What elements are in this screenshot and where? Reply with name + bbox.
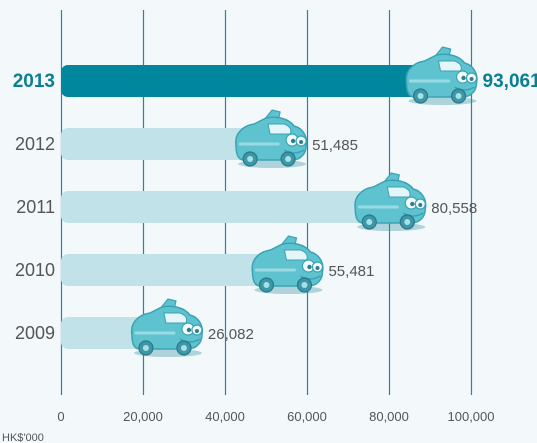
value-label-2011: 80,558 bbox=[431, 200, 477, 217]
car-icon bbox=[130, 298, 204, 357]
category-label-2009: 2009 bbox=[15, 323, 55, 343]
category-label-2011: 2011 bbox=[16, 197, 55, 217]
x-tick-label-80-000: 80,000 bbox=[369, 409, 409, 424]
x-tick-label-100-000: 100,000 bbox=[448, 409, 495, 424]
x-axis-ticks: 0 20,000 40,000 60,000 80,000 100,000 bbox=[57, 409, 494, 424]
car-icon bbox=[354, 172, 427, 231]
bar-2012 bbox=[61, 128, 273, 160]
x-tick-label-0: 0 bbox=[57, 409, 64, 424]
category-label-2013: 2013 bbox=[13, 71, 55, 92]
value-label-2012: 51,485 bbox=[312, 137, 358, 154]
x-tick-label-60-000: 60,000 bbox=[287, 409, 327, 424]
value-label-2013: 93,061 bbox=[483, 71, 537, 92]
bars: 2013 93,061 2012 51,485 2011 80,558 2010 55,481… bbox=[13, 46, 537, 357]
car-icon bbox=[251, 235, 324, 294]
category-label-2012: 2012 bbox=[15, 134, 55, 154]
bar-2011 bbox=[61, 191, 392, 223]
x-tick-label-40-000: 40,000 bbox=[205, 409, 245, 424]
category-label-2010: 2010 bbox=[15, 260, 55, 280]
bar-2010 bbox=[61, 254, 289, 286]
value-label-2010: 55,481 bbox=[328, 263, 374, 280]
value-label-2009: 26,082 bbox=[208, 326, 254, 343]
car-icon bbox=[405, 46, 478, 105]
bar-2013 bbox=[61, 65, 443, 97]
x-axis-unit-label: HK$'000 bbox=[2, 432, 44, 443]
x-tick-label-20-000: 20,000 bbox=[123, 409, 163, 424]
car-icon bbox=[235, 109, 308, 168]
